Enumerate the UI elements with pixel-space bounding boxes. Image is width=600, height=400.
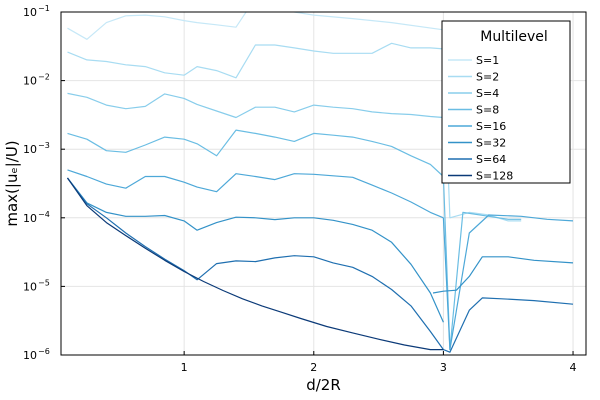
legend-item: S=16 bbox=[448, 120, 506, 133]
legend-box bbox=[441, 20, 571, 184]
y-tick-exponent: −5 bbox=[38, 278, 50, 287]
y-tick-label: 10 bbox=[23, 280, 37, 293]
legend-label: S=32 bbox=[476, 137, 506, 150]
x-tick-label: 1 bbox=[181, 361, 188, 374]
y-tick-base: 10 bbox=[23, 143, 37, 156]
legend-title: Multilevel bbox=[480, 29, 548, 45]
legend-label: S=16 bbox=[476, 120, 506, 133]
series-line-segment-9 bbox=[442, 176, 522, 351]
y-tick-exponent: −1 bbox=[38, 4, 50, 13]
legend-label: S=64 bbox=[476, 153, 506, 166]
legend-item: S=128 bbox=[448, 170, 513, 183]
y-tick-base: 10 bbox=[23, 6, 37, 19]
legend-item: S=64 bbox=[448, 153, 506, 166]
y-tick-exponent: −3 bbox=[38, 141, 50, 150]
y-tick-exponent: −6 bbox=[38, 347, 50, 356]
legend-label: S=8 bbox=[476, 104, 499, 117]
series-line-s-32 bbox=[67, 177, 444, 323]
series-line-s-64 bbox=[67, 177, 444, 350]
series-line-s-8 bbox=[67, 129, 444, 177]
plot-frame bbox=[60, 11, 587, 356]
y-tick-base: 10 bbox=[23, 280, 37, 293]
y-tick-label: 10 bbox=[23, 6, 37, 19]
legend-label: S=2 bbox=[476, 71, 499, 84]
y-tick-label: 10 bbox=[23, 212, 37, 225]
series-line-s-4 bbox=[67, 92, 444, 119]
y-tick-label: 10 bbox=[23, 75, 37, 88]
y-tick-base: 10 bbox=[23, 212, 37, 225]
series-line-s-1 bbox=[67, 12, 444, 40]
legend-items: S=1 S=2 S=4 S=8 S=16 S=32 S=64 S=128 bbox=[448, 54, 513, 183]
series-line-segment-8 bbox=[442, 48, 522, 222]
legend-label: S=1 bbox=[476, 54, 499, 67]
x-tick-label: 4 bbox=[570, 361, 577, 374]
legend-item: S=32 bbox=[448, 137, 506, 150]
legend: Multilevel S=1 S=2 S=4 S=8 S=16 S=32 S=64 S=128 bbox=[441, 20, 571, 184]
series-line-s-2 bbox=[67, 42, 444, 79]
series-lines bbox=[67, 12, 574, 353]
series-line-segment-12 bbox=[443, 297, 574, 353]
y-tick-base: 10 bbox=[23, 75, 37, 88]
legend-item: S=4 bbox=[448, 87, 499, 100]
x-tick-label: 2 bbox=[310, 361, 317, 374]
legend-label: S=128 bbox=[476, 170, 513, 183]
y-tick-label: 10 bbox=[23, 349, 37, 362]
legend-item: S=1 bbox=[448, 54, 499, 67]
series-line-s-128 bbox=[67, 177, 444, 351]
legend-label: S=4 bbox=[476, 87, 499, 100]
series-line-segment-11 bbox=[432, 256, 574, 294]
y-tick-exponent: −2 bbox=[38, 73, 50, 82]
x-axis-title: d/2R bbox=[306, 376, 341, 394]
y-axis-title: max(|uₑ|/U) bbox=[3, 140, 21, 226]
legend-item: S=8 bbox=[448, 104, 499, 117]
series-line-s-16 bbox=[67, 169, 444, 219]
y-tick-label: 10 bbox=[23, 143, 37, 156]
legend-item: S=2 bbox=[448, 71, 499, 84]
x-tick-label: 3 bbox=[440, 361, 447, 374]
series-line-segment-10 bbox=[442, 214, 574, 351]
y-tick-base: 10 bbox=[23, 349, 37, 362]
y-tick-exponent: −4 bbox=[38, 210, 50, 219]
axis-ticks: 1 2 3 410−610−510−410−310−210−1 bbox=[23, 4, 577, 374]
